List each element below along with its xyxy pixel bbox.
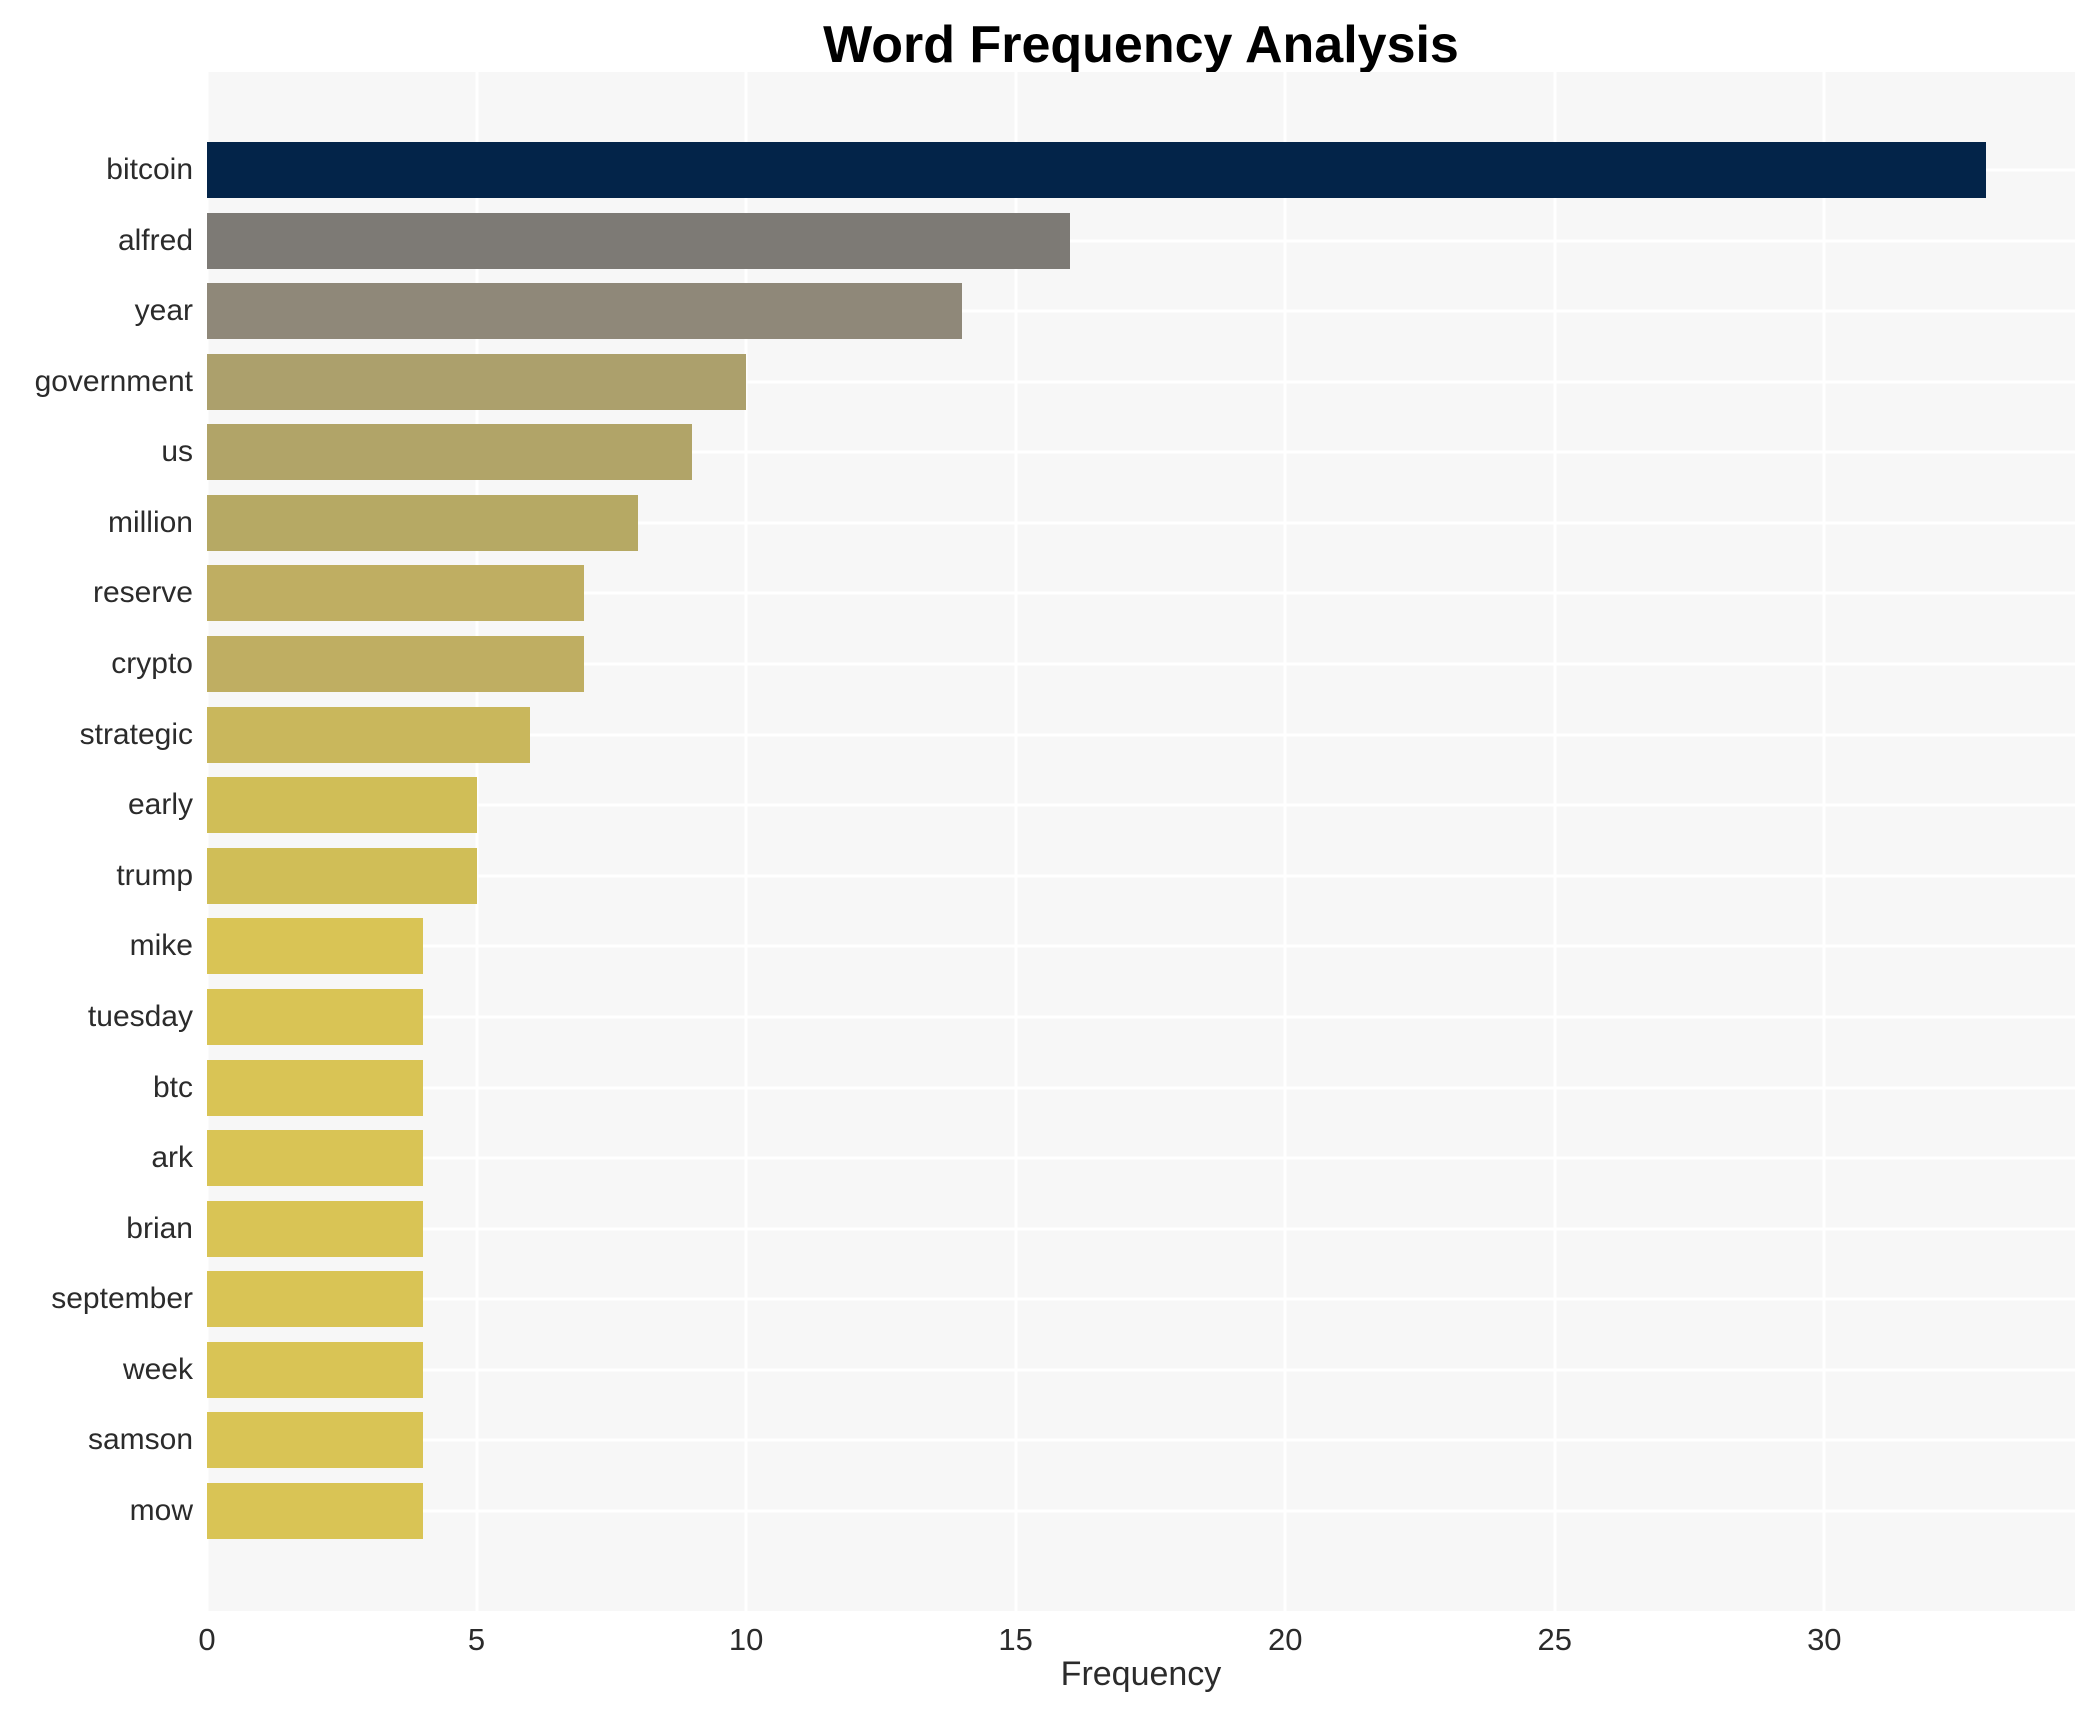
bar-reserve: [207, 565, 585, 622]
y-tick-label-reserve: reserve: [92, 576, 193, 610]
bar-strategic: [207, 706, 531, 763]
plot-area: [205, 72, 2075, 1611]
bar-trump: [207, 847, 477, 904]
bar-tuesday: [207, 988, 423, 1045]
y-tick-label-year: year: [134, 294, 193, 328]
y-gridline: [207, 662, 2075, 666]
x-gridline: [1014, 72, 1018, 1611]
y-gridline: [207, 1086, 2075, 1090]
y-tick-label-week: week: [122, 1352, 193, 1386]
x-gridline: [475, 72, 479, 1611]
bar-alfred: [207, 212, 1070, 269]
y-gridline: [207, 239, 2075, 243]
y-tick-label-brian: brian: [126, 1211, 193, 1245]
x-tick-label: 30: [1807, 1622, 1842, 1657]
x-tick-label: 10: [728, 1622, 764, 1657]
bar-bitcoin: [207, 142, 1987, 198]
x-gridline: [1822, 72, 1826, 1611]
bar-samson: [207, 1412, 423, 1469]
x-tick-label: 5: [467, 1622, 486, 1657]
y-gridline: [207, 380, 2075, 384]
y-gridline: [207, 1297, 2075, 1301]
chart-title: Word Frequency Analysis: [823, 16, 1459, 74]
bar-crypto: [207, 636, 585, 693]
y-gridline: [207, 874, 2075, 878]
y-gridline: [207, 803, 2075, 807]
y-tick-label-trump: trump: [116, 858, 193, 892]
y-tick-label-samson: samson: [87, 1423, 193, 1457]
y-tick-label-mike: mike: [129, 929, 193, 963]
x-tick-label: 15: [998, 1622, 1033, 1657]
y-gridline: [207, 1015, 2075, 1019]
y-gridline: [207, 591, 2075, 595]
y-tick-label-btc: btc: [152, 1070, 193, 1104]
y-tick-label-strategic: strategic: [79, 717, 193, 751]
bar-ark: [207, 1130, 423, 1187]
y-gridline: [207, 1509, 2075, 1513]
bar-btc: [207, 1059, 423, 1116]
bar-september: [207, 1271, 423, 1328]
y-gridline: [207, 1227, 2075, 1231]
x-gridline: [1553, 72, 1557, 1611]
x-gridline: [205, 72, 209, 1611]
x-axis-label: Frequency: [1060, 1655, 1222, 1693]
y-tick-label-bitcoin: bitcoin: [106, 153, 193, 186]
y-tick-label-crypto: crypto: [111, 647, 193, 681]
y-gridline: [207, 309, 2075, 313]
x-gridline: [744, 72, 748, 1611]
bar-mow: [207, 1483, 423, 1540]
bar-brian: [207, 1200, 423, 1257]
y-tick-label-alfred: alfred: [117, 223, 193, 257]
y-tick-label-early: early: [127, 788, 193, 822]
y-gridline: [207, 1156, 2075, 1160]
x-tick-label: 25: [1537, 1622, 1572, 1657]
x-gridline: [1283, 72, 1287, 1611]
y-tick-label-government: government: [34, 364, 193, 398]
bar-week: [207, 1341, 423, 1398]
x-tick-label: 0: [198, 1622, 216, 1657]
y-gridline: [207, 450, 2075, 454]
y-tick-label-tuesday: tuesday: [87, 999, 193, 1033]
bar-government: [207, 353, 747, 410]
y-tick-label-mow: mow: [129, 1494, 193, 1528]
y-gridline: [207, 1438, 2075, 1442]
bar-us: [207, 424, 693, 481]
y-gridline: [207, 733, 2075, 737]
y-gridline: [207, 944, 2075, 948]
x-tick-label: 20: [1267, 1622, 1303, 1657]
y-tick-label-million: million: [107, 505, 193, 539]
y-tick-label-ark: ark: [151, 1141, 193, 1175]
bar-early: [207, 777, 477, 834]
y-tick-label-september: september: [51, 1282, 193, 1316]
y-gridline: [207, 521, 2075, 525]
bar-million: [207, 494, 639, 551]
bar-year: [207, 283, 962, 340]
y-gridline: [207, 1368, 2075, 1372]
bar-mike: [207, 918, 423, 975]
y-tick-label-us: us: [161, 435, 193, 469]
